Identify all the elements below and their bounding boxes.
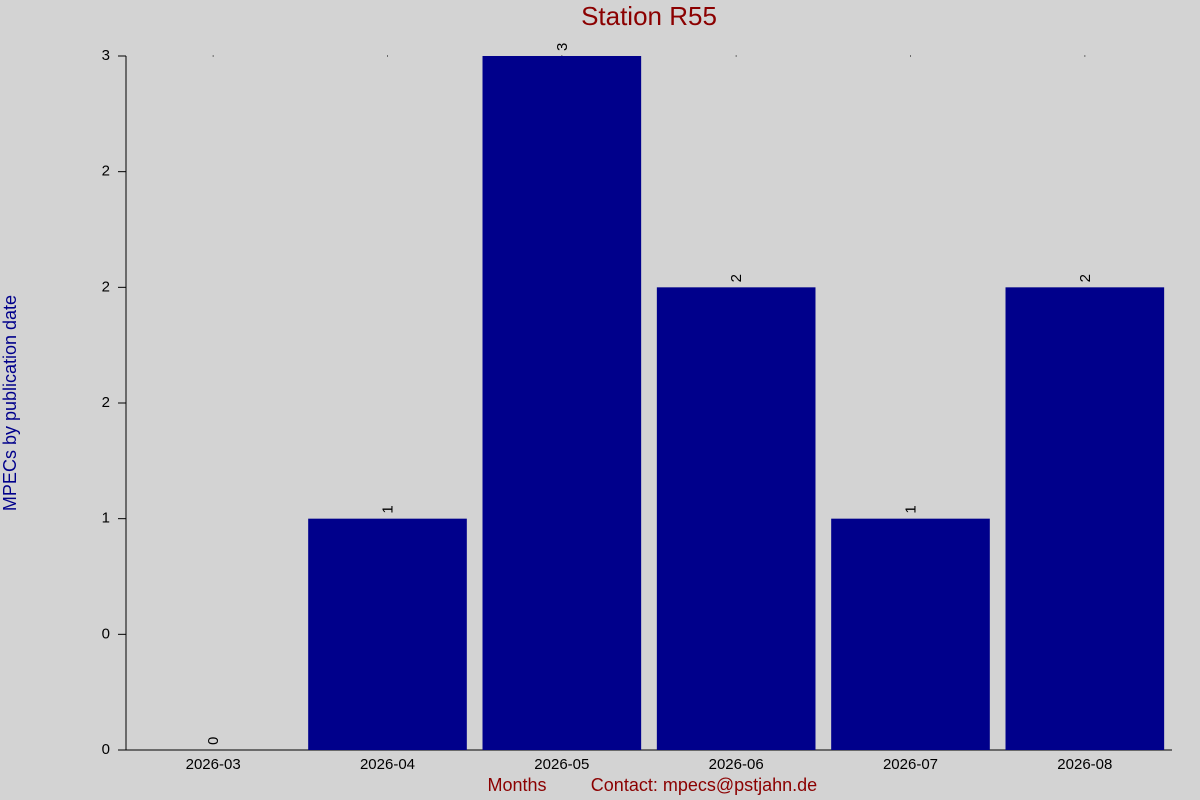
bar bbox=[482, 56, 642, 750]
x-tick-label: 2026-07 bbox=[883, 756, 938, 773]
y-axis-label: MPECs by publication date bbox=[0, 295, 20, 511]
value-label: 3 bbox=[554, 43, 571, 51]
top-tick bbox=[910, 55, 911, 57]
x-tick-label: 2026-04 bbox=[360, 756, 415, 773]
bar bbox=[1005, 287, 1165, 750]
bar bbox=[831, 518, 990, 750]
x-tick-label: 2026-05 bbox=[534, 756, 589, 773]
y-tick-label: 2 bbox=[102, 163, 110, 180]
bar bbox=[656, 287, 816, 750]
y-tick-label: 0 bbox=[102, 741, 110, 758]
chart-title: Station R55 bbox=[581, 1, 717, 31]
top-tick bbox=[1084, 55, 1086, 57]
x-tick-label: 2026-08 bbox=[1057, 756, 1112, 773]
contact: Contact: mpecs@pstjahn.de bbox=[591, 775, 817, 795]
y-tick-label: 0 bbox=[102, 625, 110, 642]
y-tick-label: 2 bbox=[102, 278, 110, 295]
x-axis-label: Months bbox=[487, 775, 546, 795]
value-label: 1 bbox=[380, 505, 397, 513]
value-label: 2 bbox=[1077, 274, 1094, 282]
y-tick-label: 2 bbox=[102, 394, 110, 411]
value-label: 1 bbox=[903, 505, 920, 513]
top-tick bbox=[387, 55, 388, 57]
bar bbox=[308, 518, 467, 750]
y-tick-label: 1 bbox=[102, 510, 110, 527]
x-tick-label: 2026-06 bbox=[709, 756, 764, 773]
top-tick bbox=[212, 55, 214, 57]
value-label: 0 bbox=[205, 737, 222, 745]
x-tick-label: 2026-03 bbox=[186, 756, 241, 773]
y-tick-label: 3 bbox=[102, 47, 110, 64]
top-tick bbox=[735, 55, 737, 57]
value-label: 2 bbox=[728, 274, 745, 282]
